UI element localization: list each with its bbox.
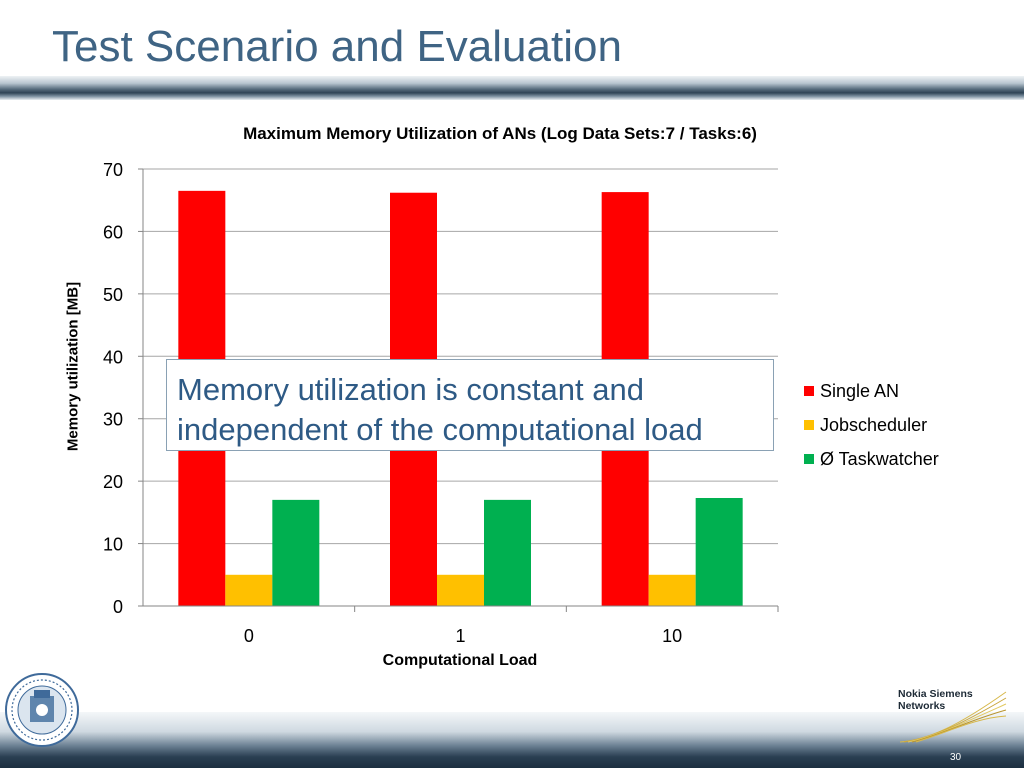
y-tick-label-70: 70	[103, 160, 123, 180]
slide-title: Test Scenario and Evaluation	[52, 22, 622, 71]
legend-label-jobscheduler: Jobscheduler	[820, 414, 928, 435]
page-number: 30	[950, 752, 962, 763]
logo-swoosh-graphic	[899, 691, 1007, 743]
nokia-siemens-networks-logo: Nokia Siemens Networks	[898, 686, 1008, 744]
logo-text-line-2: Networks	[898, 700, 946, 712]
legend-swatch-taskwatcher	[804, 454, 814, 464]
bar-taskwatcher-10	[695, 497, 743, 606]
x-tick-label-0: 0	[244, 626, 254, 646]
footer-sea-banner	[0, 712, 1024, 768]
chart-title: Maximum Memory Utilization of ANs (Log D…	[243, 124, 757, 143]
legend: Single AN Jobscheduler Ø Taskwatcher	[804, 374, 939, 476]
callout-text: Memory utilization is constant and indep…	[177, 372, 703, 447]
y-tick-label-0: 0	[113, 597, 123, 617]
y-axis-label: Memory utilization [MB]	[64, 281, 82, 452]
y-tick-label-60: 60	[103, 222, 123, 242]
y-tick-label-50: 50	[103, 285, 123, 305]
x-tick-label-10: 10	[662, 626, 682, 646]
y-tick-label-40: 40	[103, 347, 123, 367]
y-tick-label-20: 20	[103, 472, 123, 492]
legend-item-single-an: Single AN	[804, 374, 939, 408]
bar-taskwatcher-1	[484, 499, 531, 606]
x-axis-label: Computational Load	[382, 652, 538, 669]
legend-item-jobscheduler: Jobscheduler	[804, 408, 939, 442]
legend-swatch-single-an	[804, 386, 814, 396]
y-tick-label-30: 30	[103, 410, 123, 430]
university-seal-logo	[5, 673, 79, 747]
y-tick-label-10: 10	[103, 535, 123, 555]
bar-taskwatcher-0	[272, 499, 320, 606]
bar-jobscheduler-10	[648, 574, 696, 606]
bar-jobscheduler-1	[437, 574, 484, 606]
bar-jobscheduler-0	[225, 574, 273, 606]
x-tick-label-1: 1	[455, 626, 465, 646]
legend-label-single-an: Single AN	[820, 380, 900, 401]
logo-text-line-1: Nokia Siemens	[898, 688, 973, 700]
legend-swatch-jobscheduler	[804, 420, 814, 430]
header-sea-banner	[0, 76, 1024, 100]
axes: 0 10 20 30 40 50 60 70 0 1 10	[103, 160, 779, 646]
legend-item-taskwatcher: Ø Taskwatcher	[804, 442, 939, 476]
legend-label-taskwatcher: Ø Taskwatcher	[820, 448, 939, 469]
callout-box: Memory utilization is constant and indep…	[166, 359, 774, 451]
